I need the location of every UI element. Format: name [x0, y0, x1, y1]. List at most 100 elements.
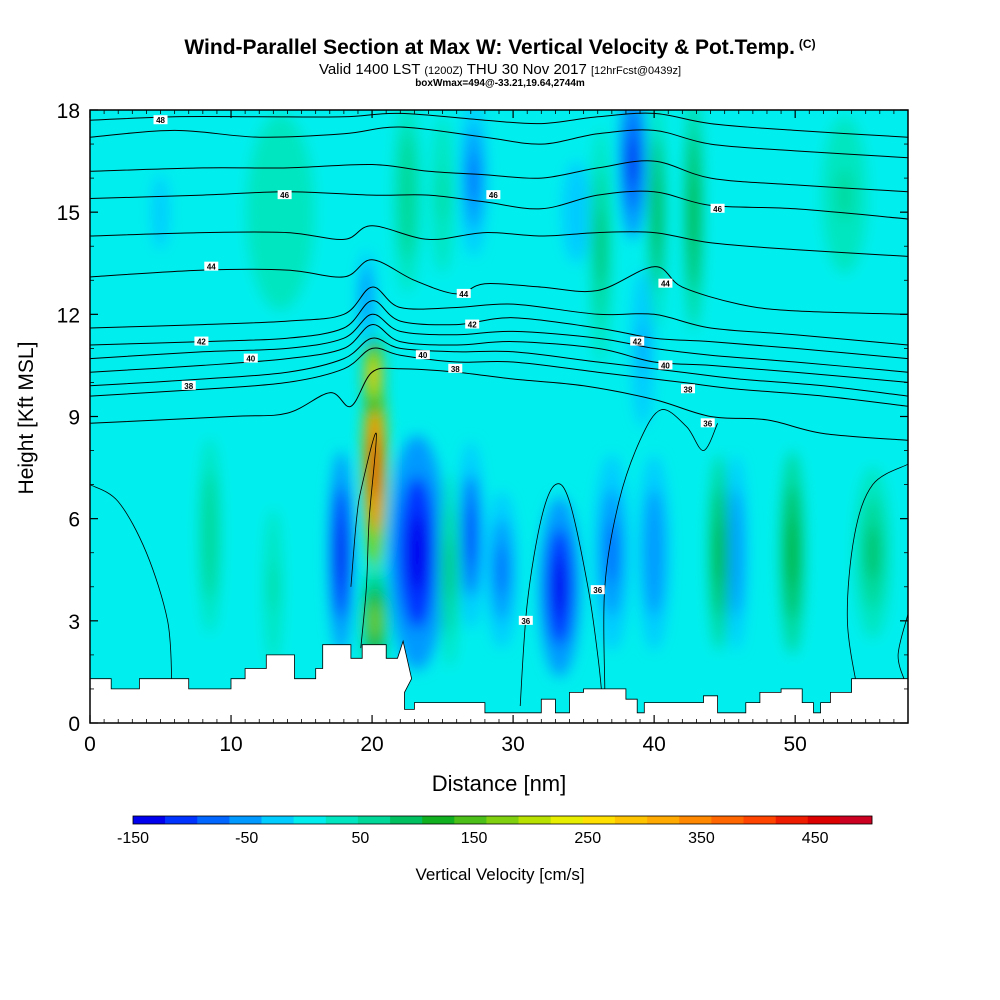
theta-label-text: 38 — [451, 365, 460, 374]
w-cell-13-level-2 — [469, 153, 478, 204]
theta-label-text: 36 — [593, 586, 602, 595]
theta-contour-347 — [90, 160, 908, 193]
theta-label-text: 46 — [713, 205, 722, 214]
colorbar-tick-50: 50 — [351, 830, 369, 847]
theta-label-box — [243, 353, 258, 363]
x-tick-label-40: 40 — [642, 733, 665, 756]
colorbar-segment-4 — [261, 816, 294, 824]
w-cell-8-level-2 — [606, 521, 618, 585]
colorbar-title: Vertical Velocity [cm/s] — [415, 865, 584, 884]
y-tick-label-12: 12 — [57, 304, 80, 327]
theta-label-text: 40 — [418, 351, 427, 360]
theta-contour-338 — [90, 347, 908, 407]
w-cell-12-level-2 — [732, 521, 740, 585]
colorbar-tick--50: -50 — [235, 830, 258, 847]
theta-label-1: 46 — [277, 190, 292, 200]
theta-contour-336-segment-1 — [350, 433, 377, 649]
theta-contour-349 — [90, 112, 908, 138]
theta-label-box — [415, 350, 430, 360]
theta-label-9: 42 — [630, 336, 645, 347]
colorbar-segment-5 — [293, 816, 327, 824]
colorbar-segment-16 — [647, 816, 680, 824]
w-cell-11-level-2 — [639, 323, 647, 374]
colorbar-segment-11 — [486, 816, 519, 824]
colorbar-tick-350: 350 — [688, 830, 715, 847]
colorbar-segment-22 — [839, 816, 873, 824]
x-tick-label-0: 0 — [84, 733, 96, 756]
theta-label-box — [448, 363, 463, 373]
y-tick-label-6: 6 — [68, 509, 80, 532]
theta-label-7: 42 — [194, 336, 209, 347]
colorbar-segment-9 — [422, 816, 455, 824]
y-tick-label-9: 9 — [68, 407, 80, 430]
colorbar-segment-10 — [454, 816, 487, 824]
theta-label-2: 46 — [486, 190, 501, 200]
theta-label-box — [630, 336, 645, 346]
w-cell-20-level-2 — [788, 520, 797, 586]
theta-label-box — [194, 336, 209, 346]
colorbar-tick-150: 150 — [461, 830, 488, 847]
theta-label-5: 44 — [456, 288, 471, 299]
theta-label-14: 38 — [448, 363, 463, 374]
copyright-mark: (C) — [798, 37, 816, 51]
x-tick-label-10: 10 — [219, 733, 242, 756]
y-tick-label-3: 3 — [68, 611, 80, 634]
theta-label-text: 36 — [521, 617, 530, 626]
colorbar-segment-19 — [743, 816, 776, 824]
w-cell-3-level-2 — [337, 520, 346, 586]
colorbar-segment-0 — [133, 816, 166, 824]
vertical-velocity-field: 48 46 46 46 44 44 44 42 42 42 40 40 40 38 38 38 36 36 36 — [90, 110, 908, 723]
theta-label-6: 44 — [658, 278, 673, 289]
theta-label-box — [456, 288, 471, 298]
w-cell-18-level-2 — [446, 538, 453, 602]
colorbar-segment-20 — [775, 816, 809, 824]
theta-contour-336-segment-5 — [897, 613, 908, 683]
theta-contour-341 — [90, 313, 908, 373]
colorbar-segment-7 — [357, 816, 391, 824]
theta-label-4: 44 — [204, 261, 219, 272]
theta-label-0: 48 — [153, 115, 168, 125]
theta-contour-348 — [90, 126, 908, 159]
theta-label-text: 38 — [184, 382, 193, 391]
w-cell-0-level-2 — [370, 434, 379, 501]
theta-label-18: 36 — [518, 615, 533, 626]
theta-label-box — [710, 203, 725, 213]
colorbar-tick--150: -150 — [117, 830, 149, 847]
theta-label-box — [204, 261, 219, 271]
theta-label-text: 38 — [684, 385, 693, 394]
w-cell-23-level-2 — [654, 174, 660, 250]
theta-label-text: 48 — [156, 116, 165, 125]
theta-label-text: 44 — [459, 290, 468, 299]
theta-label-3: 46 — [710, 203, 725, 214]
w-cell-17-level-2 — [270, 561, 277, 612]
w-cell-16-level-2 — [206, 504, 214, 568]
theta-label-box — [590, 585, 605, 595]
terrain — [90, 639, 908, 723]
theta-label-15: 38 — [680, 384, 695, 394]
theta-label-text: 42 — [633, 338, 642, 347]
theta-label-text: 44 — [661, 280, 670, 289]
colorbar-segment-13 — [550, 816, 584, 824]
theta-contour-344 — [90, 259, 908, 315]
w-cell-2-level-2 — [370, 603, 380, 639]
theta-label-12: 40 — [658, 360, 673, 370]
colorbar-segment-12 — [518, 816, 551, 824]
colorbar-segment-17 — [679, 816, 712, 824]
w-cell-5-level-2 — [466, 505, 476, 566]
w-cell-9-level-2 — [628, 136, 638, 187]
theta-contour-336-segment-3 — [603, 409, 718, 689]
theta-contour-346 — [90, 190, 908, 220]
chart-subtitle: Valid 1400 LST (1200Z) THU 30 Nov 2017 [… — [318, 61, 682, 78]
x-axis-label: Distance [nm] — [432, 771, 567, 796]
colorbar-segment-2 — [197, 816, 230, 824]
w-cell-29-level-2 — [151, 174, 170, 250]
w-cell-22-level-2 — [596, 208, 605, 284]
theta-label-text: 36 — [703, 419, 712, 428]
theta-label-text: 40 — [661, 361, 670, 370]
theta-label-text: 46 — [280, 191, 289, 200]
colorbar-segment-14 — [582, 816, 616, 824]
theta-label-text: 46 — [489, 191, 498, 200]
w-cell-15-level-2 — [569, 187, 584, 238]
theta-contour-340 — [90, 324, 908, 383]
